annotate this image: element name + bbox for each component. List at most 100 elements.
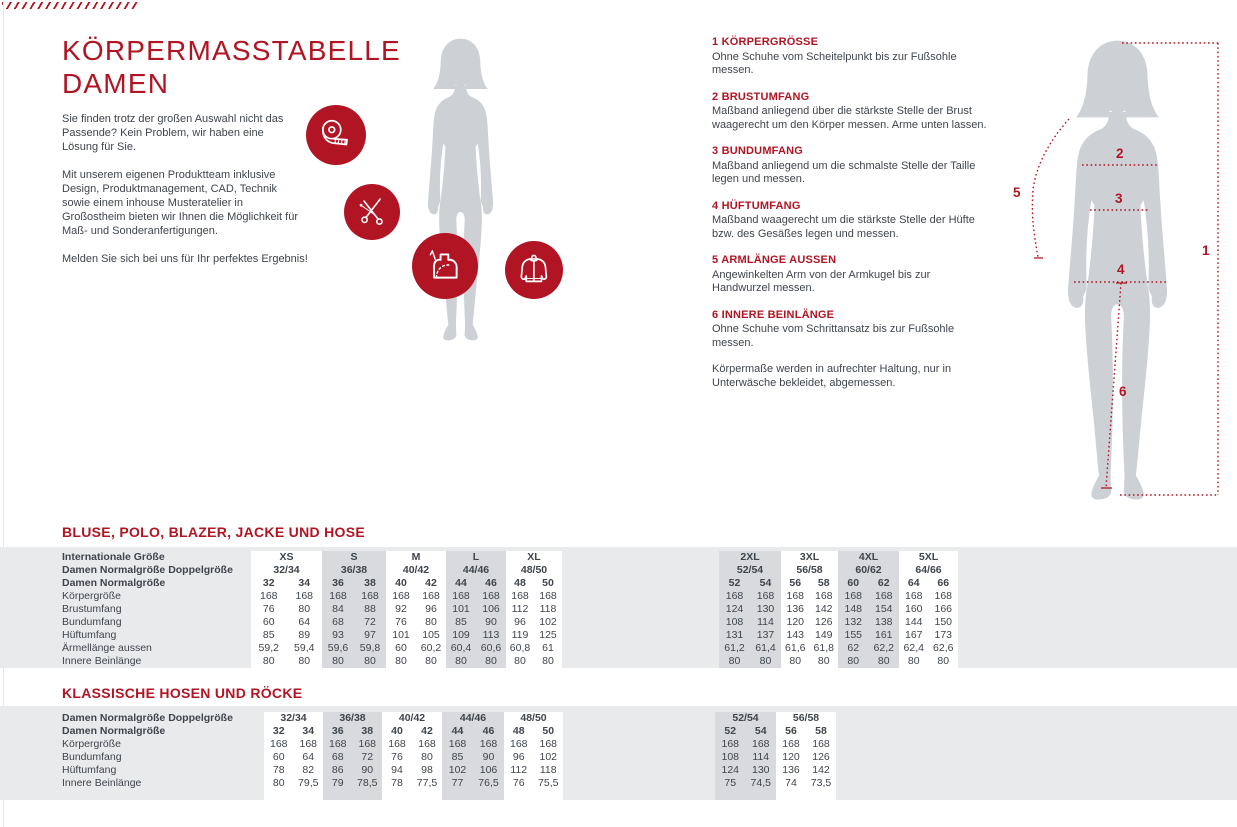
sewing-pattern-icon [429,250,458,279]
measure-values: 168 168 [511,590,557,602]
measure-values: 132 138 [844,616,893,628]
measure-values: 168 168 [328,738,377,750]
measure-values: 144 150 [904,616,953,628]
size-column-XS: XS 32/34 32 34 168 168 76 80 60 64 85 89 59,2 59,4 80 8… [251,551,322,668]
single-sizes: 44 46 [451,725,495,737]
row-label: Bundumfang [62,616,122,628]
measure-values: 80 80 [262,655,311,667]
single-sizes: 48 50 [514,577,554,589]
measure-values: 168 168 [782,738,830,750]
measure-values: 76 80 [391,751,433,763]
row-label: Hüftumfang [62,764,117,776]
row-label: Körpergröße [62,738,121,750]
measure-values: 108 114 [721,751,770,763]
row-label: Innere Beinlänge [62,777,142,789]
size-column-4XL: 4XL 60/62 60 62 168 168 148 154 132 138 155 161 62 62… [838,551,899,668]
measure-values: 168 168 [509,738,558,750]
row-label: Hüftumfang [62,629,117,641]
intl-size: 3XL [799,551,820,563]
page-title: KÖRPERMASSTABELLE DAMEN [62,35,401,99]
marker-6-beinlaenge: 6 [1119,384,1127,399]
double-size: 64/66 [915,564,942,576]
measure-values: 168 168 [786,590,833,602]
instruction-heading: 3 BUNDUMFANG [712,145,804,157]
row-label: Internationale Größe [62,551,165,563]
intl-size: XS [279,551,294,563]
measure-values: 85 90 [455,616,497,628]
double-size: 52/54 [732,712,759,724]
measure-values: 80 80 [455,655,497,667]
intl-size: 5XL [918,551,939,563]
instruction-body: Maßband anliegend über die stärkste Stel… [712,105,987,131]
measure-values: 96 102 [514,616,557,628]
measure-values: 77 76,5 [451,777,499,789]
measure-values: 76 75,5 [512,777,559,789]
measuring-note: Körpermaße werden in aufrechter Haltung,… [712,363,952,389]
instruction-item: 3 BUNDUMFANG Maßband anliegend um die sc… [712,145,990,187]
measure-values: 168 168 [844,590,893,602]
double-size: 40/42 [398,712,426,724]
row-label: Brustumfang [62,603,122,615]
double-size: 60/62 [855,564,882,576]
size-column-5XL: 5XL 64/66 64 66 168 168 160 166 144 150 167 173 62,4… [899,551,958,668]
measure-values: 168 168 [269,738,318,750]
instruction-item: 4 HÜFTUMFANG Maßband waagerecht um die s… [712,200,990,242]
double-size: 32/34 [280,712,307,724]
marker-2-brustumfang: 2 [1116,146,1124,161]
double-size: 36/38 [340,564,368,576]
measure-values: 62 62,2 [847,642,894,654]
measure-values: 168 168 [448,738,498,750]
page-edge-line [3,0,4,827]
measure-values: 109 113 [452,629,500,641]
measure-values: 60,8 61 [509,642,554,654]
size-column-44-46: 44/46 44 46 168 168 85 90 102 106 77 76,5 [442,712,504,800]
instruction-body: Ohne Schuhe vom Scheitelpunkt bis zur Fu… [712,50,957,77]
measure-values: 160 166 [904,603,953,615]
measure-values: 61,6 61,8 [785,642,834,654]
measure-values: 80 80 [728,655,772,667]
jacket-icon [520,254,548,283]
scissors-icon [359,198,383,225]
intl-size: M [411,551,421,563]
size-column-48-50: 48/50 48 50 168 168 96 102 112 118 76 75,5 [504,712,563,800]
measure-values: 124 130 [721,764,770,776]
row-label: Innere Beinlänge [62,655,142,667]
measure-values: 80 80 [907,655,950,667]
measure-values: 112 118 [510,764,557,776]
measure-values: 148 154 [844,603,893,615]
measure-values: 136 142 [782,764,830,776]
measure-values: 143 149 [786,629,833,641]
measure-values: 92 96 [395,603,437,615]
double-size: 48/50 [520,564,548,576]
single-sizes: 36 38 [331,725,374,737]
measure-values: 60 64 [262,616,311,628]
double-size: 36/38 [339,712,366,724]
measure-values: 155 161 [844,629,893,641]
measure-values: 124 130 [725,603,775,615]
single-sizes: 32 34 [272,725,315,737]
single-sizes: 32 34 [262,577,311,589]
measure-values: 85 90 [451,751,495,763]
marker-3-bundumfang: 3 [1115,191,1123,206]
jacket-badge [505,241,563,299]
measure-values: 60,4 60,6 [450,642,502,654]
instruction-item: 2 BRUSTUMFANG Maßband anliegend über die… [712,91,990,133]
hatch-marks-decoration [2,2,139,9]
measuring-instructions: 1 KÖRPERGRÖSSE Ohne Schuhe vom Scheitelp… [712,36,990,390]
measure-values: 80 80 [847,655,890,667]
instruction-heading: 4 HÜFTUMFANG [712,199,801,212]
table-size-columns: XS 32/34 32 34 168 168 76 80 60 64 85 89 59,2 59,4 80 8… [251,551,958,668]
intro-paragraph: Sie finden trotz der großen Auswahl nich… [62,113,284,153]
measure-values: 85 89 [262,629,311,641]
measure-values: 168 168 [452,590,500,602]
single-sizes: 40 42 [391,725,433,737]
measure-values: 80 80 [514,655,554,667]
measure-values: 168 168 [259,590,314,602]
table-title-hosen: KLASSISCHE HOSEN UND RÖCKE [62,685,303,701]
measure-values: 93 97 [332,629,376,641]
measure-values: 168 168 [721,738,770,750]
size-column-52-54: 52/54 52 54 168 168 108 114 124 130 75 74,5 [715,712,776,800]
size-column-56-58: 56/58 56 58 168 168 120 126 136 142 74 73,5 [776,712,836,800]
measure-values: 80 80 [395,655,437,667]
size-column-3XL: 3XL 56/58 56 58 168 168 136 142 120 126 143 149 61,6… [781,551,838,668]
